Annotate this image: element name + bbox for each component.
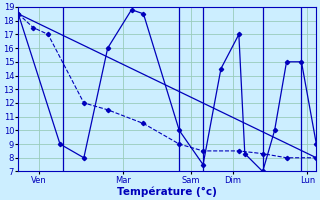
X-axis label: Température (°c): Température (°c) bbox=[117, 186, 217, 197]
